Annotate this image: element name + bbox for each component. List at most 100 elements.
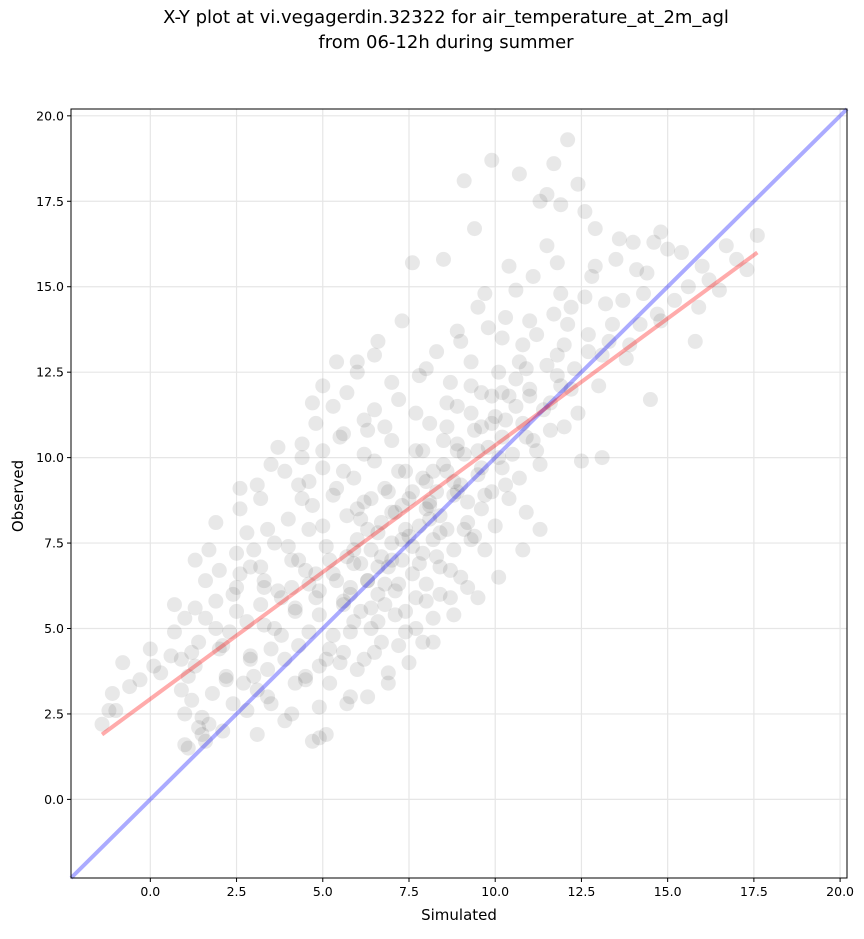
data-point <box>467 528 483 544</box>
y-tick-label: 17.5 <box>36 194 64 209</box>
data-point <box>180 740 196 756</box>
x-tick-label: 2.5 <box>227 884 247 899</box>
data-point <box>463 532 479 548</box>
data-point <box>311 730 327 746</box>
data-point <box>477 487 493 503</box>
data-point <box>301 576 317 592</box>
x-tick-label: 10.0 <box>481 884 509 899</box>
data-point <box>418 474 434 490</box>
data-point <box>446 474 462 490</box>
data-point <box>298 562 314 578</box>
data-point <box>187 600 203 616</box>
data-point <box>384 535 400 551</box>
data-point <box>304 497 320 513</box>
data-point <box>298 672 314 688</box>
data-point <box>504 446 520 462</box>
data-point <box>408 621 424 637</box>
data-point <box>418 501 434 517</box>
data-point <box>473 460 489 476</box>
data-point <box>339 508 355 524</box>
data-point <box>315 460 331 476</box>
data-point <box>342 689 358 705</box>
data-point <box>329 480 345 496</box>
data-point <box>542 422 558 438</box>
data-point <box>518 361 534 377</box>
data-point <box>687 333 703 349</box>
data-point <box>525 268 541 284</box>
y-tick-label: 0.0 <box>44 792 64 807</box>
data-point <box>535 402 551 418</box>
data-point <box>501 258 517 274</box>
data-point <box>208 593 224 609</box>
data-point <box>239 703 255 719</box>
data-point <box>315 443 331 459</box>
data-point <box>546 306 562 322</box>
data-point <box>432 508 448 524</box>
data-point <box>211 562 227 578</box>
data-point <box>194 709 210 725</box>
data-point <box>335 644 351 660</box>
data-point <box>560 316 576 332</box>
data-point <box>346 470 362 486</box>
data-point <box>325 398 341 414</box>
data-point <box>377 419 393 435</box>
data-point <box>515 542 531 558</box>
data-point <box>549 255 565 271</box>
data-point <box>277 651 293 667</box>
data-point <box>398 521 414 537</box>
data-point <box>187 658 203 674</box>
data-point <box>553 286 569 302</box>
data-point <box>353 511 369 527</box>
data-point <box>394 552 410 568</box>
data-point <box>632 316 648 332</box>
data-point <box>284 579 300 595</box>
data-point <box>260 689 276 705</box>
data-point <box>184 644 200 660</box>
data-point <box>246 668 262 684</box>
data-point <box>404 255 420 271</box>
data-point <box>277 463 293 479</box>
data-point <box>508 371 524 387</box>
data-point <box>608 251 624 267</box>
data-point <box>367 453 383 469</box>
data-point <box>484 484 500 500</box>
data-point <box>463 405 479 421</box>
data-point <box>349 532 365 548</box>
y-tick-label: 15.0 <box>36 279 64 294</box>
data-point <box>260 521 276 537</box>
data-point <box>622 337 638 353</box>
data-point <box>239 614 255 630</box>
data-point <box>529 443 545 459</box>
data-point <box>370 614 386 630</box>
data-point <box>411 368 427 384</box>
data-point <box>194 726 210 742</box>
data-point <box>187 552 203 568</box>
data-point <box>563 381 579 397</box>
data-point <box>477 542 493 558</box>
data-point <box>318 538 334 554</box>
data-point <box>249 682 265 698</box>
data-point <box>166 624 182 640</box>
data-point <box>442 374 458 390</box>
data-point <box>184 692 200 708</box>
data-point <box>349 364 365 380</box>
data-point <box>498 477 514 493</box>
data-point <box>518 429 534 445</box>
chart-title-line-2: from 06-12h during summer <box>318 32 574 53</box>
data-point <box>373 634 389 650</box>
data-point <box>580 344 596 360</box>
data-point <box>470 299 486 315</box>
data-point <box>384 552 400 568</box>
data-point <box>311 583 327 599</box>
identity-line <box>69 107 849 880</box>
data-point <box>363 491 379 507</box>
x-tick-label: 12.5 <box>568 884 596 899</box>
data-point <box>394 497 410 513</box>
data-point <box>332 655 348 671</box>
data-point <box>473 385 489 401</box>
data-point <box>411 556 427 572</box>
data-point <box>391 576 407 592</box>
data-point <box>94 716 110 732</box>
data-point <box>201 716 217 732</box>
